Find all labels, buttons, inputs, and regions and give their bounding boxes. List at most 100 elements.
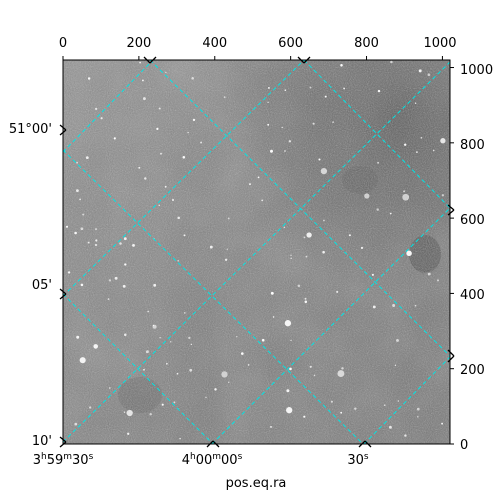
star (214, 388, 217, 391)
star (416, 407, 420, 411)
star (272, 316, 275, 318)
right-tick-label: 400 (460, 288, 485, 303)
star (377, 161, 380, 164)
star (427, 272, 431, 276)
star (420, 136, 423, 139)
right-tick-label: 800 (460, 138, 485, 153)
star (441, 422, 443, 425)
star (149, 412, 152, 416)
ra-tick-label: 4h00m00s (182, 452, 243, 468)
star (147, 310, 150, 313)
x-axis-label: pos.eq.ra (226, 476, 287, 491)
star (372, 305, 376, 309)
star (404, 434, 407, 437)
star (284, 320, 292, 327)
star (223, 96, 226, 98)
star (165, 71, 167, 74)
star (436, 279, 440, 282)
star (340, 411, 343, 414)
star (270, 425, 272, 428)
star (324, 95, 327, 98)
star (290, 254, 292, 256)
top-tick-label: 200 (126, 36, 151, 51)
star (257, 176, 260, 179)
star (318, 158, 321, 161)
right-tick-label: 600 (460, 213, 485, 228)
grid-line (63, 61, 450, 443)
star (79, 357, 86, 364)
star (228, 381, 230, 383)
top-tick-label: 800 (354, 36, 379, 51)
star (309, 365, 312, 368)
star (182, 156, 186, 159)
right-pixel-axis: 0 200 400 600 800 1000 (460, 63, 493, 453)
star (158, 204, 160, 206)
star (341, 367, 344, 370)
star (65, 225, 69, 228)
star (297, 284, 301, 288)
star (160, 152, 162, 155)
star (177, 259, 180, 262)
star (337, 370, 345, 378)
grid-line (63, 149, 364, 444)
star (288, 140, 292, 143)
top-pixel-axis: 0 200 400 600 800 1000 (59, 36, 457, 51)
star (95, 239, 98, 242)
star (189, 368, 193, 372)
star (156, 127, 159, 131)
dec-tick-label: 10' (32, 434, 52, 449)
star (74, 231, 77, 235)
star (304, 297, 307, 300)
top-tick-label: 0 (59, 36, 67, 51)
grid-line (363, 356, 450, 444)
star (290, 257, 293, 260)
star (224, 258, 228, 261)
star (313, 374, 316, 377)
star (123, 237, 127, 241)
star (247, 364, 250, 366)
top-tick-label: 1000 (423, 36, 456, 51)
star (403, 190, 405, 193)
star (124, 333, 127, 337)
star (289, 367, 292, 371)
ra-tick-label: 3h59m30s (33, 452, 94, 468)
star (87, 77, 91, 80)
top-tick-label: 400 (202, 36, 227, 51)
star (82, 213, 85, 216)
star (406, 250, 412, 257)
star (441, 194, 445, 197)
star (402, 193, 410, 201)
star (138, 166, 141, 169)
star (93, 344, 98, 349)
star (127, 432, 130, 435)
right-tick-label: 1000 (460, 63, 493, 78)
star (414, 304, 417, 307)
dec-tick-label: 05' (32, 278, 52, 293)
star (270, 149, 273, 153)
star (404, 143, 407, 146)
star (281, 126, 283, 129)
dec-tick-label: 51°00' (9, 122, 52, 137)
star (348, 234, 351, 237)
star (159, 337, 161, 339)
star (173, 401, 176, 404)
star (132, 244, 135, 247)
star (416, 415, 419, 418)
star (306, 232, 312, 238)
star (227, 217, 230, 220)
star (76, 335, 80, 339)
star (187, 131, 189, 134)
star (284, 89, 287, 92)
star (343, 87, 345, 90)
star (427, 73, 431, 77)
star (286, 389, 290, 393)
star (141, 79, 144, 82)
star (418, 69, 422, 73)
star (283, 226, 286, 229)
star (286, 407, 293, 414)
star (332, 121, 335, 124)
star (330, 400, 333, 403)
star (397, 400, 400, 402)
star (87, 241, 90, 244)
